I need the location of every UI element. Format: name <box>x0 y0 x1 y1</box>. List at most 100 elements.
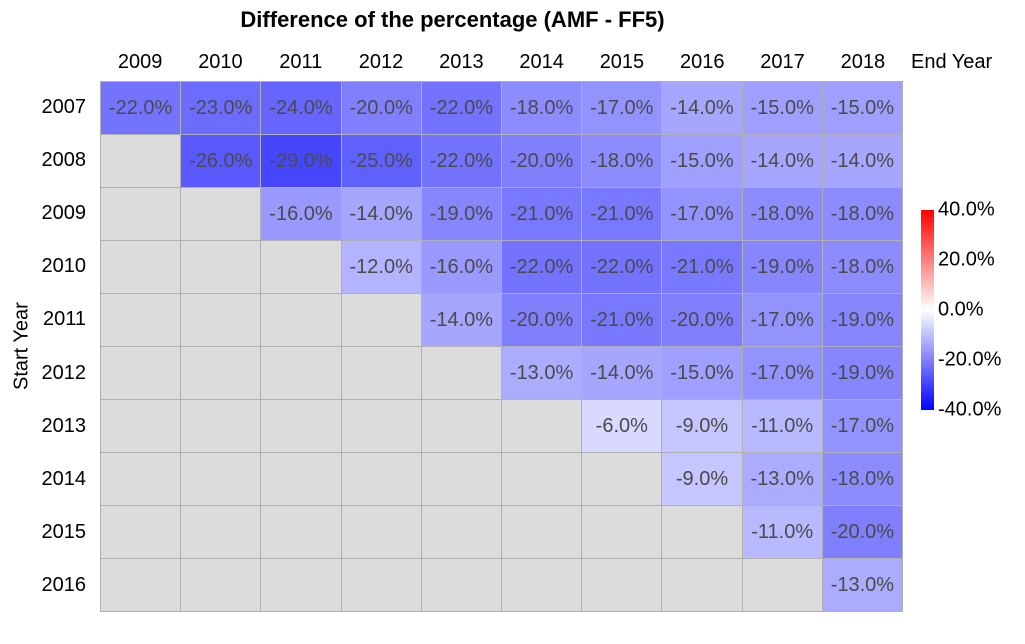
heatmap-cell-empty <box>501 506 582 558</box>
row-header-label: 2015 <box>41 520 87 543</box>
heatmap-cell-empty <box>181 188 261 240</box>
heatmap-cell: -16.0% <box>421 241 501 293</box>
row-header-label: 2013 <box>41 414 87 437</box>
heatmap-cell: -20.0% <box>341 82 421 134</box>
heatmap-cell: -18.0% <box>822 188 902 240</box>
heatmap-cell-empty <box>582 559 662 611</box>
x-axis-title: End Year <box>911 50 993 73</box>
heatmap-cell-empty <box>261 347 341 399</box>
heatmap-cell: -9.0% <box>662 453 742 505</box>
heatmap-cell: -23.0% <box>181 82 261 134</box>
heatmap-cell: -22.0% <box>421 82 501 134</box>
heatmap-cell-empty <box>421 453 501 505</box>
start-year-axis-labels: 2007 2008 2009 2010 2011 2012 2013 2014 2015 2016 <box>0 81 95 612</box>
heatmap-cell: -12.0% <box>341 241 421 293</box>
heatmap-cell: -26.0% <box>181 135 261 187</box>
heatmap-cell: -14.0% <box>662 82 742 134</box>
col-header-label: 2017 <box>760 50 805 73</box>
heatmap-cell: -19.0% <box>421 188 501 240</box>
heatmap-cell-empty <box>582 506 662 558</box>
col-header-label: 2010 <box>198 50 243 73</box>
heatmap-cell: -25.0% <box>341 135 421 187</box>
heatmap-cell-empty <box>101 453 181 505</box>
heatmap-cell: -11.0% <box>742 400 822 452</box>
heatmap-cell: -17.0% <box>582 82 662 134</box>
heatmap-cell-empty <box>341 400 421 452</box>
colorbar-gradient <box>921 210 934 410</box>
heatmap-cell: -15.0% <box>822 82 902 134</box>
colorbar-tick-label: 0.0% <box>938 298 984 321</box>
row-header-label: 2010 <box>41 255 87 278</box>
heatmap-cell: -24.0% <box>261 82 341 134</box>
heatmap-cell-empty <box>421 506 501 558</box>
heatmap-cell: -20.0% <box>501 294 582 346</box>
col-header-label: 2018 <box>840 50 886 73</box>
chart-title: Difference of the percentage (AMF - FF5) <box>240 7 665 32</box>
heatmap-cell-empty <box>181 506 261 558</box>
heatmap-cell: -13.0% <box>501 347 582 399</box>
heatmap-cell-empty <box>421 347 501 399</box>
col-header-label: 2016 <box>679 50 725 73</box>
heatmap-cell-empty <box>181 400 261 452</box>
heatmap-cell: -15.0% <box>662 347 742 399</box>
heatmap-cell: -11.0% <box>742 506 822 558</box>
heatmap-cell-empty <box>341 294 421 346</box>
heatmap-cell-empty <box>341 347 421 399</box>
col-header-label: 2012 <box>358 50 404 73</box>
heatmap-cell-empty <box>261 506 341 558</box>
heatmap-cell: -18.0% <box>822 453 902 505</box>
row-header-label: 2011 <box>42 308 86 331</box>
heatmap-cell-empty <box>101 559 181 611</box>
heatmap-cell-empty <box>181 347 261 399</box>
heatmap-cell-empty <box>501 453 582 505</box>
colorbar-tick-label: 40.0% <box>938 198 995 221</box>
heatmap-cell: -13.0% <box>822 559 902 611</box>
heatmap-cell: -14.0% <box>421 294 501 346</box>
heatmap-cell: -15.0% <box>742 82 822 134</box>
end-year-axis-labels: 2009 2010 2011 2012 2013 2014 2015 2016 2017 2018 <box>100 48 903 76</box>
heatmap-cell: -18.0% <box>742 188 822 240</box>
heatmap-cell: -14.0% <box>341 188 421 240</box>
heatmap-cell: -21.0% <box>582 188 662 240</box>
heatmap-cell-empty <box>261 241 341 293</box>
heatmap-cell-empty <box>261 294 341 346</box>
heatmap-cell-empty <box>341 559 421 611</box>
row-header-label: 2008 <box>41 149 87 172</box>
colorbar-tick-label: 20.0% <box>938 248 995 271</box>
row-header-label: 2009 <box>41 202 87 225</box>
heatmap-cell: -17.0% <box>662 188 742 240</box>
colorbar-ticks: 40.0% 20.0% 0.0% -20.0% -40.0% <box>938 199 1018 421</box>
heatmap-cell: -19.0% <box>822 347 902 399</box>
heatmap-cell: -6.0% <box>582 400 662 452</box>
heatmap-cell: -21.0% <box>501 188 582 240</box>
col-header-label: 2013 <box>439 50 484 73</box>
heatmap-cell: -21.0% <box>662 241 742 293</box>
heatmap-cell-empty <box>101 506 181 558</box>
heatmap-cell: -22.0% <box>501 241 582 293</box>
heatmap-cell-empty <box>421 559 501 611</box>
heatmap-cell: -22.0% <box>582 241 662 293</box>
col-header-label: 2011 <box>279 50 323 73</box>
heatmap-cell: -22.0% <box>421 135 501 187</box>
heatmap-cell-empty <box>341 506 421 558</box>
heatmap-cell-empty <box>662 559 742 611</box>
heatmap-cell-empty <box>181 453 261 505</box>
heatmap-cell-empty <box>101 400 181 452</box>
heatmap-cell: -13.0% <box>742 453 822 505</box>
heatmap-cell: -19.0% <box>822 294 902 346</box>
heatmap-cell: -20.0% <box>662 294 742 346</box>
heatmap-cell-empty <box>662 506 742 558</box>
heatmap-cell: -22.0% <box>101 82 181 134</box>
heatmap-cell: -16.0% <box>261 188 341 240</box>
heatmap-cell-empty <box>261 559 341 611</box>
heatmap-cell-empty <box>341 453 421 505</box>
heatmap-cell-empty <box>181 241 261 293</box>
heatmap-cell-empty <box>501 559 582 611</box>
heatmap-cell: -18.0% <box>582 135 662 187</box>
row-header-label: 2012 <box>41 361 87 384</box>
heatmap-cell-empty <box>101 347 181 399</box>
col-header-label: 2015 <box>599 50 645 73</box>
heatmap-cell: -9.0% <box>662 400 742 452</box>
heatmap-cell: -20.0% <box>822 506 902 558</box>
